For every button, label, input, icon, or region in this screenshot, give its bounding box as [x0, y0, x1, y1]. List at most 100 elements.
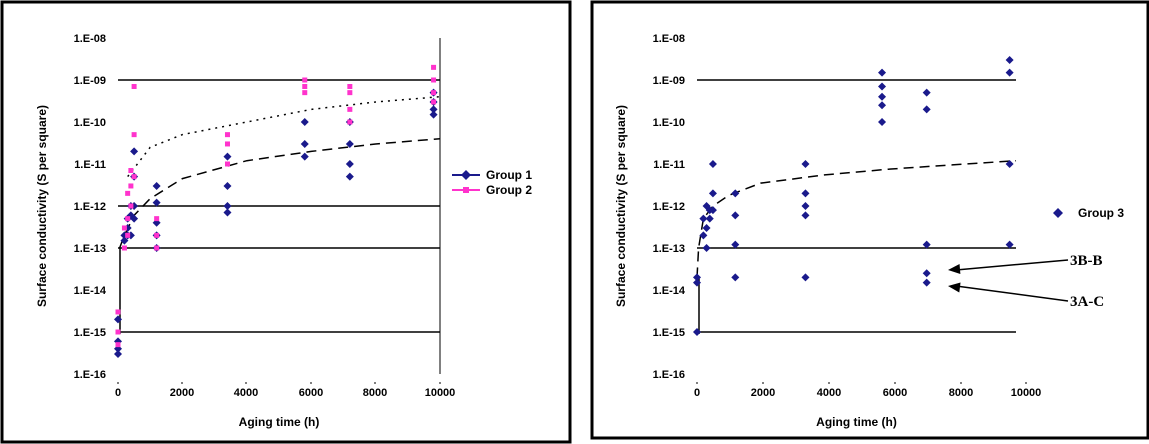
trendline-group-1	[118, 137, 441, 249]
y-tick-label: 1.E-12	[74, 201, 106, 213]
data-point	[429, 110, 438, 119]
data-point	[128, 168, 134, 174]
data-point	[731, 273, 740, 282]
data-point	[922, 240, 931, 249]
data-point	[878, 82, 887, 91]
x-axis-label: Aging time (h)	[239, 415, 320, 429]
data-point	[801, 189, 810, 198]
trendline-group-2	[127, 95, 441, 178]
data-point	[922, 105, 931, 114]
x-tick-label: 6000	[299, 387, 323, 399]
x-tick-label: 0	[115, 387, 121, 399]
data-point	[121, 245, 127, 251]
y-axis-label: Surface conductivity (S per square)	[614, 105, 628, 307]
data-point	[702, 223, 711, 232]
data-point	[801, 211, 810, 220]
y-tick-label: 1.E-09	[653, 75, 685, 87]
annotation-arrowhead	[948, 282, 961, 293]
annotation-label: 3A-C	[1070, 294, 1104, 310]
data-point	[345, 139, 354, 148]
data-point	[708, 206, 717, 215]
data-point	[878, 68, 887, 77]
data-point	[131, 84, 137, 90]
data-point	[302, 77, 308, 83]
data-point	[731, 189, 740, 198]
y-tick-label: 1.E-16	[653, 369, 685, 381]
data-point	[154, 232, 160, 238]
data-point	[731, 240, 740, 249]
chart-frame	[0, 0, 572, 444]
y-tick-label: 1.E-10	[74, 117, 106, 129]
data-point	[224, 161, 230, 167]
y-tick-label: 1.E-11	[653, 159, 685, 171]
data-point	[125, 232, 131, 238]
data-point	[922, 269, 931, 278]
y-tick-label: 1.E-12	[653, 201, 685, 213]
data-point	[300, 139, 309, 148]
legend-label: Group 3	[1078, 206, 1124, 220]
x-tick-label: 6000	[883, 387, 907, 399]
data-point	[223, 181, 232, 190]
legend-marker	[461, 170, 471, 180]
data-point	[1005, 240, 1014, 249]
y-tick-label: 1.E-08	[653, 33, 685, 45]
annotation-arrow-line	[955, 285, 1069, 302]
data-point	[130, 147, 139, 156]
y-tick-label: 1.E-13	[74, 243, 106, 255]
y-tick-label: 1.E-08	[74, 33, 106, 45]
data-point	[431, 99, 437, 105]
chart-left: 1.E-08 1.E-09 1.E-10 1.E-11 1.E-12 1.E-13 1.E-…	[0, 0, 572, 444]
data-point	[152, 198, 161, 207]
y-tick-label: 1.E-15	[653, 327, 685, 339]
data-point	[154, 216, 160, 222]
data-point	[705, 214, 714, 223]
data-point	[801, 202, 810, 210]
data-point	[431, 64, 437, 70]
data-point	[708, 160, 717, 168]
data-point	[115, 342, 121, 348]
data-point	[223, 208, 232, 217]
x-tick-label: 8000	[363, 387, 387, 399]
data-point	[431, 77, 437, 83]
data-point	[125, 190, 131, 196]
data-point	[708, 189, 717, 198]
data-point	[699, 231, 708, 240]
y-tick-label: 1.E-15	[74, 327, 106, 339]
data-point	[345, 172, 354, 181]
x-tick-label: 2000	[751, 387, 775, 399]
data-point	[345, 160, 354, 168]
y-tick-label: 1.E-14	[653, 285, 686, 297]
data-point	[347, 106, 353, 112]
data-point	[131, 174, 137, 180]
legend-label: Group 1	[486, 168, 532, 182]
data-point	[128, 183, 134, 189]
data-point	[114, 349, 122, 358]
data-point	[801, 273, 810, 282]
x-tick-label: 2000	[170, 387, 194, 399]
data-point	[224, 132, 230, 138]
data-point	[878, 118, 887, 126]
x-tick-label: 8000	[949, 387, 973, 399]
data-point	[693, 273, 701, 282]
chart-frame	[590, 0, 1149, 440]
y-tick-label: 1.E-10	[653, 117, 685, 129]
x-tick-label: 0	[694, 387, 700, 399]
data-point	[431, 90, 437, 96]
data-point	[922, 278, 931, 287]
x-tick-label: 4000	[234, 387, 258, 399]
data-point	[131, 132, 137, 138]
y-tick-label: 1.E-13	[653, 243, 685, 255]
data-point	[130, 214, 139, 223]
x-tick-label: 4000	[817, 387, 841, 399]
data-point	[224, 141, 230, 147]
data-point	[878, 101, 887, 110]
data-point	[699, 214, 708, 223]
data-point	[300, 152, 309, 161]
data-point	[347, 84, 353, 90]
data-point	[302, 84, 308, 90]
legend-marker	[463, 187, 469, 193]
data-point	[152, 181, 161, 190]
data-point	[1005, 160, 1014, 168]
data-point	[1005, 68, 1014, 77]
